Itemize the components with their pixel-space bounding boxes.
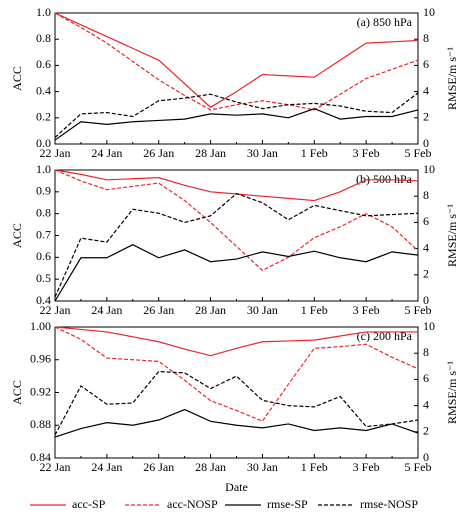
- y-tick-label: 1.0: [36, 162, 51, 176]
- series-line: rmse-SP: [54, 107, 419, 141]
- y-tick-label: 0.9: [36, 184, 51, 198]
- y-tick-label: 0.92: [30, 384, 51, 398]
- y2-tick-label: 8: [423, 345, 429, 359]
- y2-axis-title: RMSE/m s⁻¹: [445, 361, 459, 424]
- y-axis-title: ACC: [10, 380, 24, 405]
- y-axis-title: ACC: [10, 223, 24, 248]
- y-tick-label: 1.0: [36, 5, 51, 19]
- y2-tick-label: 6: [423, 371, 429, 385]
- y-tick-label: 0.96: [30, 352, 51, 366]
- x-tick-label: 30 Jan: [247, 146, 278, 160]
- y2-axis-title: RMSE/m s⁻¹: [445, 47, 459, 110]
- y-tick-label: 1.00: [30, 319, 51, 333]
- y2-tick-label: 0: [423, 293, 429, 307]
- y2-tick-label: 6: [423, 57, 429, 71]
- x-tick-label: 22 Jan: [40, 303, 71, 317]
- y-tick-label: 0.8: [36, 205, 51, 219]
- x-tick-label: 5 Feb: [405, 146, 432, 160]
- y2-axis-title: RMSE/m s⁻¹: [445, 204, 459, 267]
- y2-tick-label: 10: [423, 5, 435, 19]
- legend-label: acc-SP: [72, 497, 106, 511]
- y-tick-label: 0.6: [36, 249, 51, 263]
- x-tick-label: 5 Feb: [405, 303, 432, 317]
- chart-title: (b) 500 hPa: [356, 172, 413, 186]
- x-tick-label: 22 Jan: [40, 460, 71, 474]
- y-tick-label: 0.5: [36, 271, 51, 285]
- y2-tick-label: 0: [423, 450, 429, 464]
- x-tick-label: 24 Jan: [91, 303, 122, 317]
- y2-tick-label: 8: [423, 31, 429, 45]
- plot-frame: [54, 169, 419, 302]
- x-tick-label: 30 Jan: [247, 460, 278, 474]
- y-axis-title: ACC: [10, 66, 24, 91]
- y2-tick-label: 2: [423, 424, 429, 438]
- series-line: acc-SP: [54, 326, 418, 357]
- y-tick-label: 0.88: [30, 417, 51, 431]
- legend-label: rmse-SP: [267, 497, 308, 511]
- y-tick-label: 0.2: [36, 110, 51, 124]
- y-tick-label: 0.7: [36, 227, 51, 241]
- series-line: acc-NOSP: [54, 326, 419, 422]
- y2-tick-label: 6: [423, 214, 429, 228]
- series-line: rmse-NOSP: [54, 370, 419, 436]
- y2-tick-label: 8: [423, 188, 429, 202]
- x-tick-label: 24 Jan: [91, 146, 122, 160]
- x-tick-label: 3 Feb: [353, 303, 380, 317]
- chart-title: (c) 200 hPa: [357, 329, 413, 343]
- series-line: acc-NOSP: [54, 12, 419, 111]
- series-line: rmse-SP: [54, 243, 419, 302]
- y2-tick-label: 4: [423, 240, 429, 254]
- x-tick-label: 26 Jan: [143, 146, 174, 160]
- y2-tick-label: 4: [423, 397, 429, 411]
- x-tick-label: 5 Feb: [405, 460, 432, 474]
- series-line: rmse-NOSP: [54, 92, 419, 138]
- x-axis-title: Date: [225, 480, 248, 494]
- x-tick-label: 1 Feb: [301, 146, 328, 160]
- x-tick-label: 30 Jan: [247, 303, 278, 317]
- x-tick-label: 28 Jan: [195, 146, 226, 160]
- x-tick-label: 3 Feb: [353, 146, 380, 160]
- y-tick-label: 0.8: [36, 31, 51, 45]
- y-tick-label: 0.84: [30, 450, 51, 464]
- y2-tick-label: 4: [423, 83, 429, 97]
- x-tick-label: 26 Jan: [143, 460, 174, 474]
- x-tick-label: 3 Feb: [353, 460, 380, 474]
- y2-tick-label: 0: [423, 136, 429, 150]
- y-tick-label: 0.6: [36, 57, 51, 71]
- plot-frame: [54, 326, 419, 459]
- x-tick-label: 24 Jan: [91, 460, 122, 474]
- series-line: rmse-NOSP: [54, 192, 419, 298]
- y2-tick-label: 2: [423, 110, 429, 124]
- x-tick-label: 28 Jan: [195, 460, 226, 474]
- legend-label: rmse-NOSP: [360, 497, 418, 511]
- y-tick-label: 0.0: [36, 136, 51, 150]
- legend-label: acc-NOSP: [167, 497, 218, 511]
- y2-tick-label: 10: [423, 162, 435, 176]
- y2-tick-label: 2: [423, 267, 429, 281]
- y-tick-label: 0.4: [36, 83, 51, 97]
- y2-tick-label: 10: [423, 319, 435, 333]
- x-tick-label: 26 Jan: [143, 303, 174, 317]
- chart-title: (a) 850 hPa: [357, 15, 413, 29]
- series-line: rmse-SP: [54, 408, 419, 438]
- x-tick-label: 1 Feb: [301, 460, 328, 474]
- x-tick-label: 1 Feb: [301, 303, 328, 317]
- x-tick-label: 22 Jan: [40, 146, 71, 160]
- y-tick-label: 0.4: [36, 293, 51, 307]
- x-tick-label: 28 Jan: [195, 303, 226, 317]
- series-line: acc-SP: [54, 12, 419, 109]
